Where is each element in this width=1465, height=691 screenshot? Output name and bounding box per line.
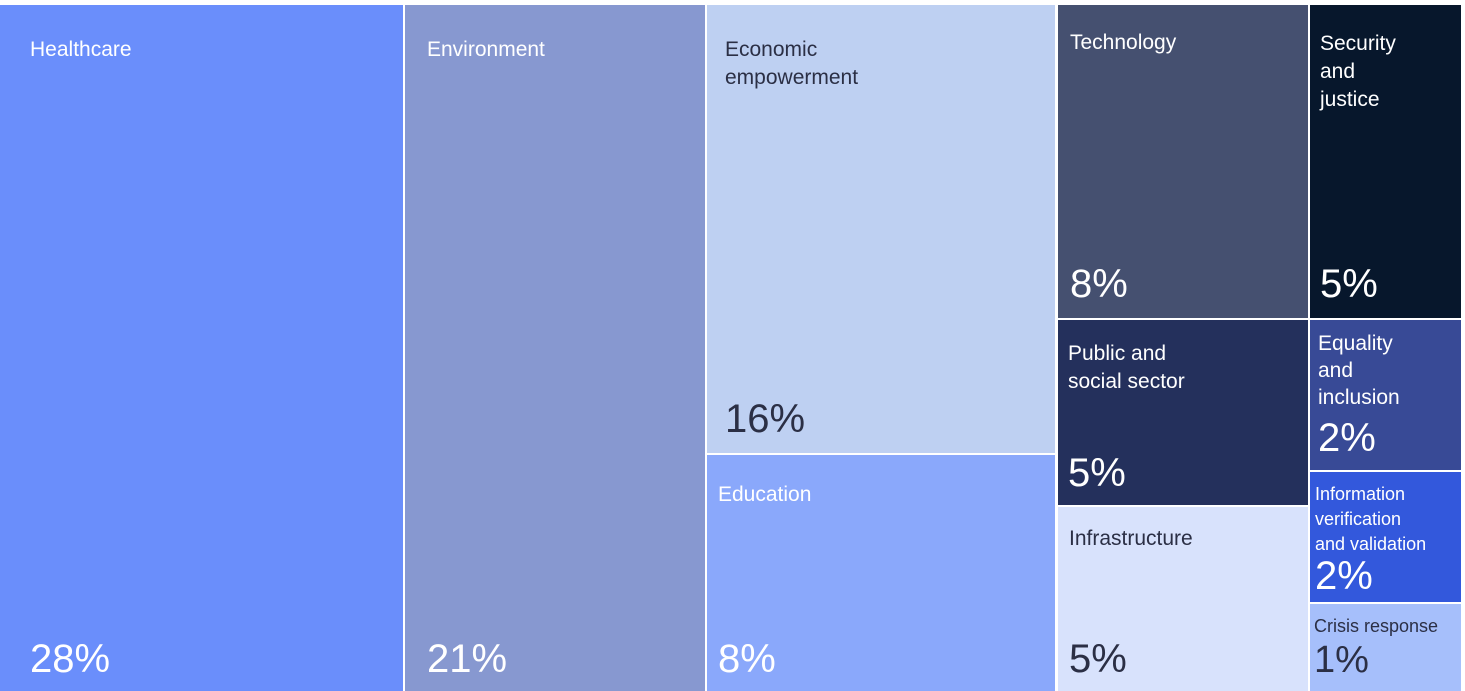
tile-value: 2% [1315,554,1373,598]
tile-healthcare: Healthcare 28% [0,5,403,691]
tile-security-and-justice: Security and justice 5% [1310,5,1461,318]
tile-education: Education 8% [707,455,1055,691]
tile-environment: Environment 21% [405,5,705,691]
tile-label: Public and social sector [1068,342,1185,393]
tile-label: Equality and inclusion [1318,332,1400,409]
tile-label: Security and justice [1320,32,1396,111]
tile-label: Economic empowerment [725,38,859,89]
tile-value: 1% [1314,639,1369,681]
tile-value: 28% [30,637,111,681]
tile-value: 21% [427,637,508,681]
tile-value: 16% [725,397,806,441]
tile-information-verification-and-validation: Information verification and validation 2… [1310,472,1461,602]
tile-value: 8% [718,637,776,681]
tile-value: 5% [1320,262,1378,306]
tile-public-and-social-sector: Public and social sector 5% [1058,320,1308,505]
tile-equality-and-inclusion: Equality and inclusion 2% [1310,320,1461,470]
tile-value: 5% [1069,637,1127,681]
tile-label: Education [718,483,812,506]
tile-economic-empowerment: Economic empowerment 16% [707,5,1055,453]
tile-label: Technology [1070,31,1177,54]
tile-label: Crisis response [1314,616,1439,636]
tile-technology: Technology 8% [1058,5,1308,318]
tile-value: 2% [1318,416,1376,460]
tile-label: Information verification and validation [1315,484,1427,554]
tile-infrastructure: Infrastructure 5% [1058,507,1308,691]
tile-crisis-response: Crisis response 1% [1310,604,1461,691]
tile-label: Environment [427,38,545,61]
tile-value: 5% [1068,451,1126,495]
tile-label: Infrastructure [1069,527,1193,550]
tile-value: 8% [1070,262,1128,306]
tile-label: Healthcare [30,38,132,61]
